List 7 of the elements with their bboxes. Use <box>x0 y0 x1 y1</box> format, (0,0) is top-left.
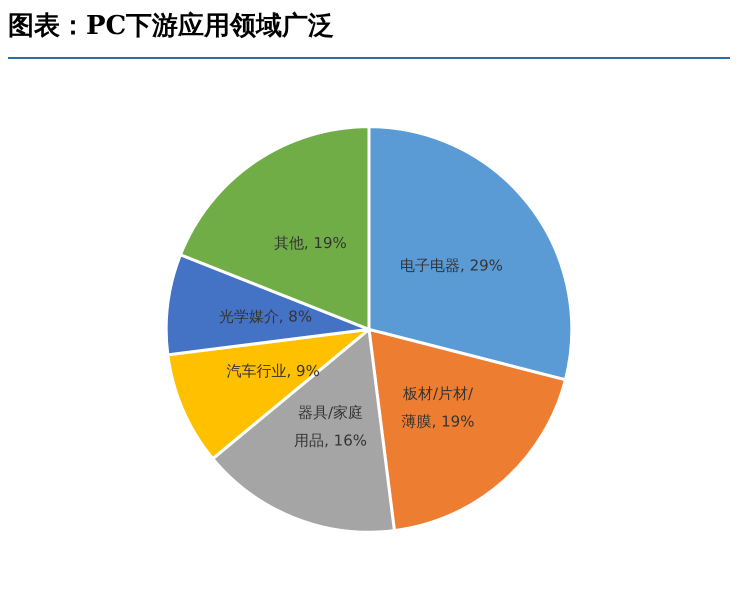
slice-label: 板材/片材/薄膜, 19% <box>402 384 474 431</box>
slice-label: 其他, 19% <box>274 234 347 252</box>
slice-label: 汽车行业, 9% <box>226 362 320 380</box>
slice-label: 光学媒介, 8% <box>218 307 312 326</box>
chart-title: 图表：PC下游应用领域广泛 <box>8 8 730 59</box>
slice-label: 电子电器, 29% <box>400 256 503 274</box>
slice-label: 器具/家庭用品, 16% <box>294 403 368 450</box>
